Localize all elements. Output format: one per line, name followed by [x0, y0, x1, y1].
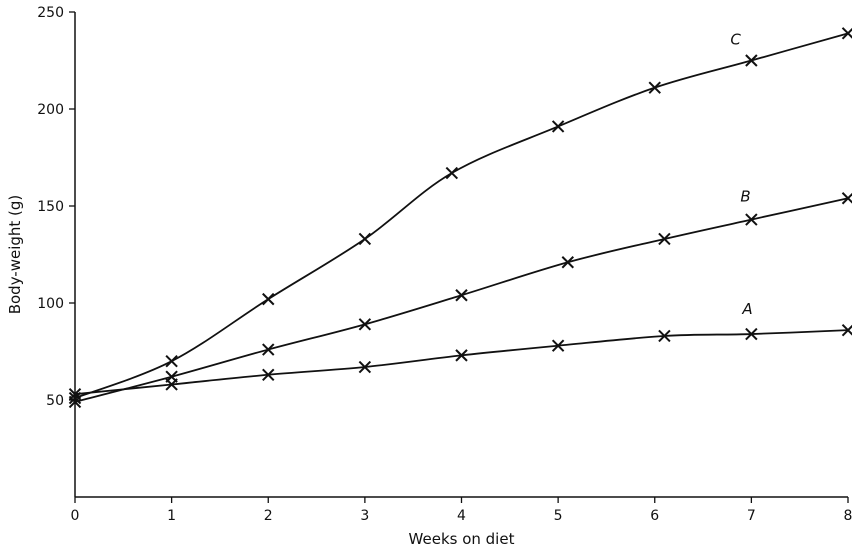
series-label-a: A [741, 300, 752, 318]
x-tick-label: 7 [747, 508, 756, 524]
y-tick-label: 100 [37, 296, 64, 312]
y-tick-label: 200 [37, 102, 64, 118]
x-tick-label: 3 [360, 508, 369, 524]
data-point-c [745, 54, 758, 67]
x-tick-label: 6 [650, 508, 659, 524]
y-tick-label: 150 [37, 199, 64, 215]
data-point-a [262, 368, 275, 381]
data-point-a [658, 329, 671, 343]
data-point-c [262, 292, 275, 306]
series-line-c [74, 32, 849, 399]
axes: 0 1 2 3 4 5 6 7 8 50 100 150 200 250 [37, 5, 852, 524]
x-tick-label: 1 [167, 508, 176, 524]
x-axis-title: Weeks on diet [409, 530, 515, 548]
x-tick-label: 8 [844, 508, 852, 524]
data-point-a [551, 339, 565, 352]
series-label-b: B [740, 188, 750, 206]
data-point-b [68, 395, 82, 409]
data-point-a [745, 327, 758, 341]
y-tick-label: 50 [46, 393, 64, 409]
data-point-b [165, 370, 178, 383]
data-point-c [165, 354, 178, 368]
y-tick-label: 250 [37, 5, 64, 21]
data-point-b [745, 213, 758, 226]
data-point-c [551, 120, 565, 133]
series-curves [74, 32, 849, 403]
y-axis-title: Body-weight (g) [6, 195, 24, 315]
x-tick-label: 4 [457, 508, 466, 524]
data-point-b [455, 289, 468, 302]
x-tick-label: 2 [264, 508, 273, 524]
series-markers [68, 27, 852, 409]
series-label-c: C [730, 31, 741, 49]
data-point-a [455, 349, 468, 362]
data-point-c [445, 166, 459, 180]
data-point-c [841, 27, 852, 40]
data-point-c [648, 81, 661, 94]
data-point-c [358, 232, 372, 246]
x-tick-label: 0 [71, 508, 80, 524]
x-tick-label: 5 [554, 508, 563, 524]
data-point-a [358, 360, 372, 374]
series-line-a [74, 329, 849, 396]
data-point-b [561, 256, 574, 269]
data-point-c [68, 391, 82, 405]
data-point-b [358, 318, 372, 331]
data-point-b [658, 232, 671, 246]
data-point-b [262, 343, 275, 356]
series-line-b [74, 197, 849, 403]
series-labels: A B C [730, 31, 752, 319]
